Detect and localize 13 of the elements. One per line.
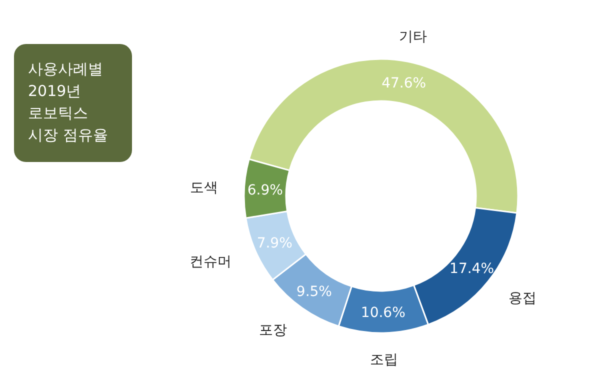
data-label: 47.6% [382, 75, 426, 92]
slice-label: 도색 [190, 180, 218, 196]
slice-label: 기타 [399, 29, 428, 46]
title: 사용사례별 2019년 로보틱스 시장 점유율 [14, 44, 132, 162]
slice-label: 조립 [370, 352, 398, 368]
data-label: 10.6% [360, 304, 406, 321]
data-label: 7.9% [256, 235, 292, 252]
data-label: 17.4% [450, 261, 494, 278]
slice-label: 용접 [508, 290, 537, 306]
data-label: 6.9% [247, 182, 283, 199]
slice-label: 컨슈머 [190, 254, 232, 270]
slice-label: 포장 [259, 322, 288, 338]
data-label: 9.5% [296, 284, 332, 300]
